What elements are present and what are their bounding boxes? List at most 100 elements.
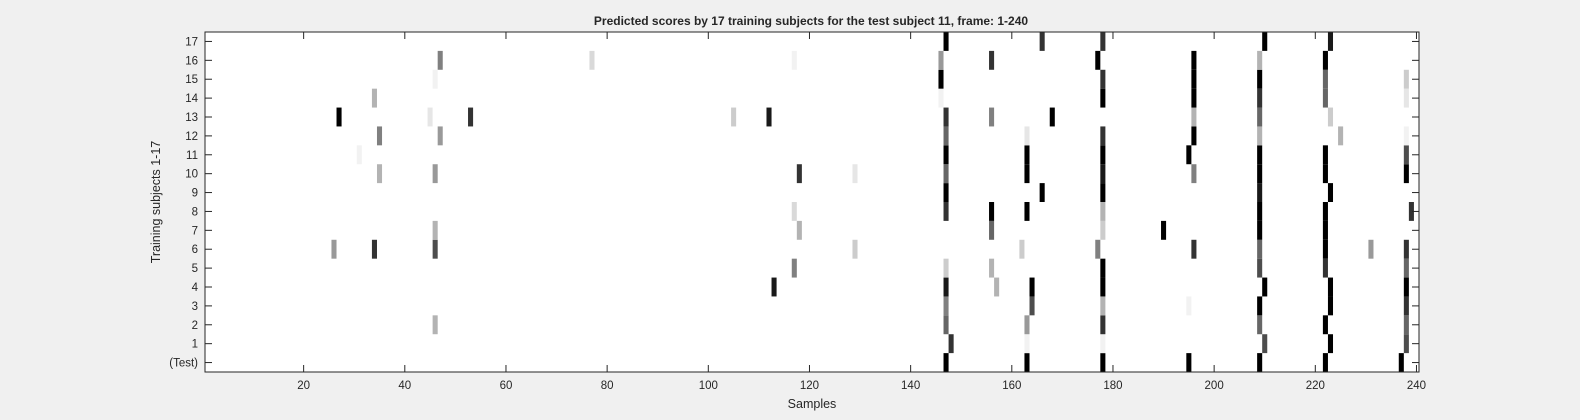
heatmap-cell xyxy=(943,145,949,165)
heatmap-cell xyxy=(1408,202,1414,221)
heatmap-cell xyxy=(1403,239,1409,259)
heatmap-cell xyxy=(1338,126,1344,146)
heatmap-cell xyxy=(1039,183,1045,202)
heatmap-cell xyxy=(432,69,438,89)
heatmap-cell xyxy=(356,145,362,165)
heatmap-cell xyxy=(1262,334,1268,354)
heatmap-cell xyxy=(1403,88,1409,108)
heatmap-cell xyxy=(468,107,474,127)
heatmap-cell xyxy=(1100,69,1106,89)
heatmap-cell xyxy=(1191,126,1197,146)
heatmap-cell xyxy=(1024,126,1030,146)
heatmap-cell xyxy=(1327,32,1334,51)
heatmap-cell xyxy=(943,258,949,278)
heatmap-cell xyxy=(1262,32,1268,51)
heatmap-cell xyxy=(938,88,944,108)
heatmap-cell xyxy=(376,164,383,184)
heatmap-cell xyxy=(943,277,949,297)
heatmap-cell xyxy=(1322,258,1328,278)
y-tick-label: 13 xyxy=(185,112,198,124)
y-tick-label: 8 xyxy=(192,206,198,218)
heatmap-cell xyxy=(1257,126,1263,146)
heatmap-cell xyxy=(1257,202,1263,221)
heatmap-cell xyxy=(1039,32,1045,51)
y-tick-label: (Test) xyxy=(169,358,198,370)
heatmap-cell xyxy=(1403,315,1409,335)
heatmap-cell xyxy=(989,220,995,240)
heatmap-cell xyxy=(1257,69,1263,89)
heatmap-cell xyxy=(1398,353,1404,372)
heatmap-cell xyxy=(1322,145,1328,165)
heatmap-cell xyxy=(1257,183,1263,202)
heatmap-cell xyxy=(1327,183,1334,202)
heatmap-cell xyxy=(1100,353,1106,372)
heatmap-cell xyxy=(371,88,377,108)
heatmap-cell xyxy=(1049,107,1055,127)
plot-area xyxy=(205,32,1419,372)
y-tick-label: 9 xyxy=(192,188,198,200)
y-tick-label: 11 xyxy=(186,150,198,162)
x-tick-label: 100 xyxy=(699,380,718,392)
y-tick-label: 1 xyxy=(192,339,198,351)
heatmap-cell xyxy=(1100,145,1106,165)
y-tick-label: 17 xyxy=(185,36,198,48)
heatmap-cell xyxy=(771,277,777,297)
heatmap-cell xyxy=(1024,353,1030,372)
chart-title: Predicted scores by 17 training subjects… xyxy=(594,14,1028,28)
heatmap-cell xyxy=(731,107,737,127)
x-tick-label: 220 xyxy=(1306,380,1325,392)
heatmap-cell xyxy=(1403,334,1409,354)
heatmap-cell xyxy=(1100,220,1106,240)
heatmap-cell xyxy=(1322,69,1328,89)
heatmap-cell xyxy=(1257,164,1263,184)
heatmap-cell xyxy=(1100,32,1106,51)
heatmap-cell xyxy=(1327,107,1334,127)
y-tick-label: 6 xyxy=(192,244,198,256)
heatmap-cell xyxy=(1322,315,1328,335)
x-tick-label: 180 xyxy=(1103,380,1122,392)
y-tick-label: 16 xyxy=(185,55,198,67)
heatmap-cell xyxy=(1100,126,1106,146)
heatmap-cell xyxy=(1095,50,1101,70)
x-tick-label: 40 xyxy=(398,380,411,392)
plot-frame xyxy=(204,31,1420,373)
heatmap-cell xyxy=(994,277,1000,297)
heatmap-cell xyxy=(938,69,944,89)
y-tick-label: 12 xyxy=(185,131,198,143)
heatmap-cell xyxy=(1024,334,1030,354)
heatmap-cell xyxy=(1322,239,1328,259)
heatmap-cell xyxy=(1100,258,1106,278)
heatmap-cell xyxy=(376,126,383,146)
x-tick-label: 140 xyxy=(901,380,920,392)
x-tick-label: 80 xyxy=(601,380,614,392)
heatmap-cell xyxy=(1257,315,1263,335)
heatmap-cell xyxy=(1322,353,1328,372)
heatmap-cell xyxy=(791,50,797,70)
heatmap-cell xyxy=(943,296,949,316)
y-tick-label: 4 xyxy=(192,282,199,294)
heatmap-cell xyxy=(1322,202,1328,221)
heatmap-cell xyxy=(1029,296,1035,316)
heatmap-cell xyxy=(989,202,995,221)
heatmap-cell xyxy=(943,315,949,335)
heatmap-cell xyxy=(1024,145,1030,165)
heatmap-cell xyxy=(1095,239,1101,259)
heatmap-cell xyxy=(1191,50,1197,70)
heatmap-cell xyxy=(1100,164,1106,184)
heatmap-cell xyxy=(1100,334,1106,354)
heatmap-cell xyxy=(1100,296,1106,316)
heatmap-cell xyxy=(1191,88,1197,108)
heatmap-cell xyxy=(1161,220,1167,240)
heatmap-cell xyxy=(1257,296,1263,316)
heatmap-cell xyxy=(1100,183,1106,202)
heatmap-cell xyxy=(1403,126,1409,146)
heatmap-cell xyxy=(432,239,438,259)
heatmap-cell xyxy=(1191,239,1197,259)
x-tick-label: 120 xyxy=(800,380,819,392)
heatmap-cell xyxy=(1403,296,1409,316)
heatmap-cell xyxy=(331,239,337,259)
heatmap-cell xyxy=(432,315,438,335)
heatmap-cell xyxy=(943,353,949,372)
